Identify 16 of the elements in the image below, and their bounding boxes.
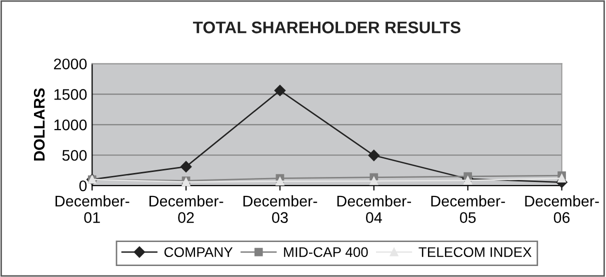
x-tick-label: December- 03 bbox=[243, 195, 318, 223]
x-tick-label: December- 04 bbox=[337, 195, 412, 223]
x-tick-label: December- 06 bbox=[525, 195, 599, 223]
legend-label: TELECOM INDEX bbox=[418, 247, 532, 258]
y-tick-label: 1000 bbox=[54, 120, 87, 130]
x-tick-label: December- 02 bbox=[150, 195, 224, 223]
y-tick-label: 500 bbox=[62, 150, 87, 161]
y-tick-label: 2000 bbox=[54, 58, 87, 70]
y-axis-title: DOLLARS bbox=[34, 88, 45, 161]
y-tick-label: 1500 bbox=[54, 89, 87, 100]
chart-title: TOTAL SHAREHOLDER RESULTS bbox=[192, 22, 460, 34]
legend-label: COMPANY bbox=[164, 247, 233, 258]
x-tick-label: December- 05 bbox=[431, 195, 505, 223]
y-tick-label: 0 bbox=[79, 180, 87, 192]
legend-label: MID-CAP 400 bbox=[284, 247, 368, 258]
x-tick-label: December- 01 bbox=[56, 195, 130, 223]
